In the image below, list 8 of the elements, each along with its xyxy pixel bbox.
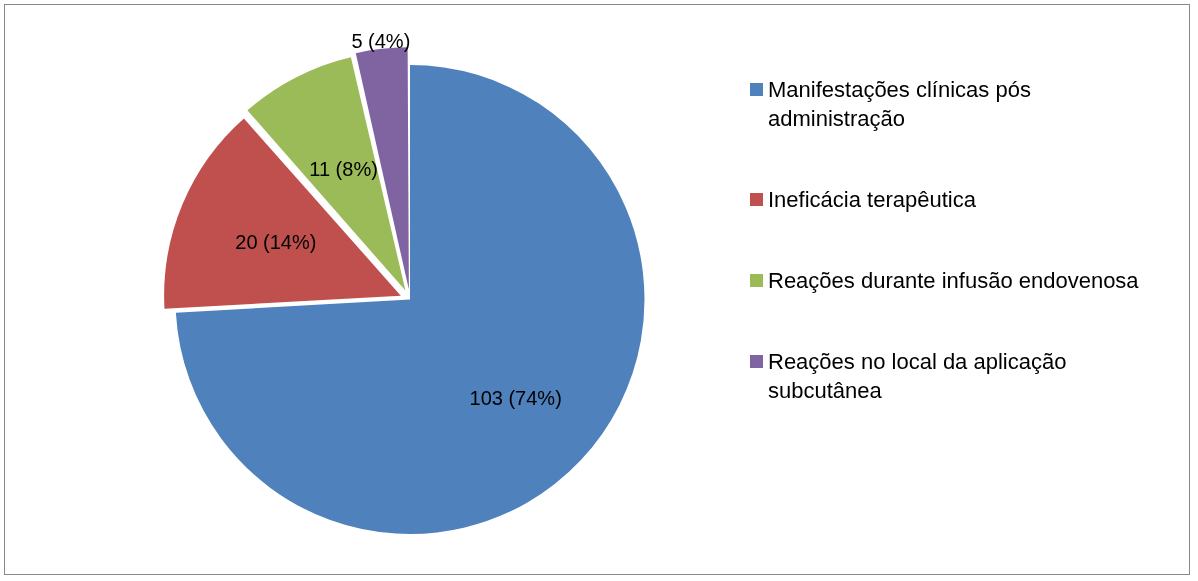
legend-label: Manifestações clínicas pós administração — [768, 76, 1032, 133]
legend-label: Reações durante infusão endovenosa — [768, 267, 1139, 295]
data-label: 103 (74%) — [469, 386, 562, 409]
data-label: 11 (8%) — [309, 157, 378, 180]
legend-label: Reações no local da aplicação subcutânea — [768, 348, 1068, 405]
legend-label: Ineficácia terapêutica — [768, 186, 976, 214]
data-label: 5 (4%) — [351, 30, 411, 53]
data-label: 20 (14%) — [235, 231, 317, 253]
